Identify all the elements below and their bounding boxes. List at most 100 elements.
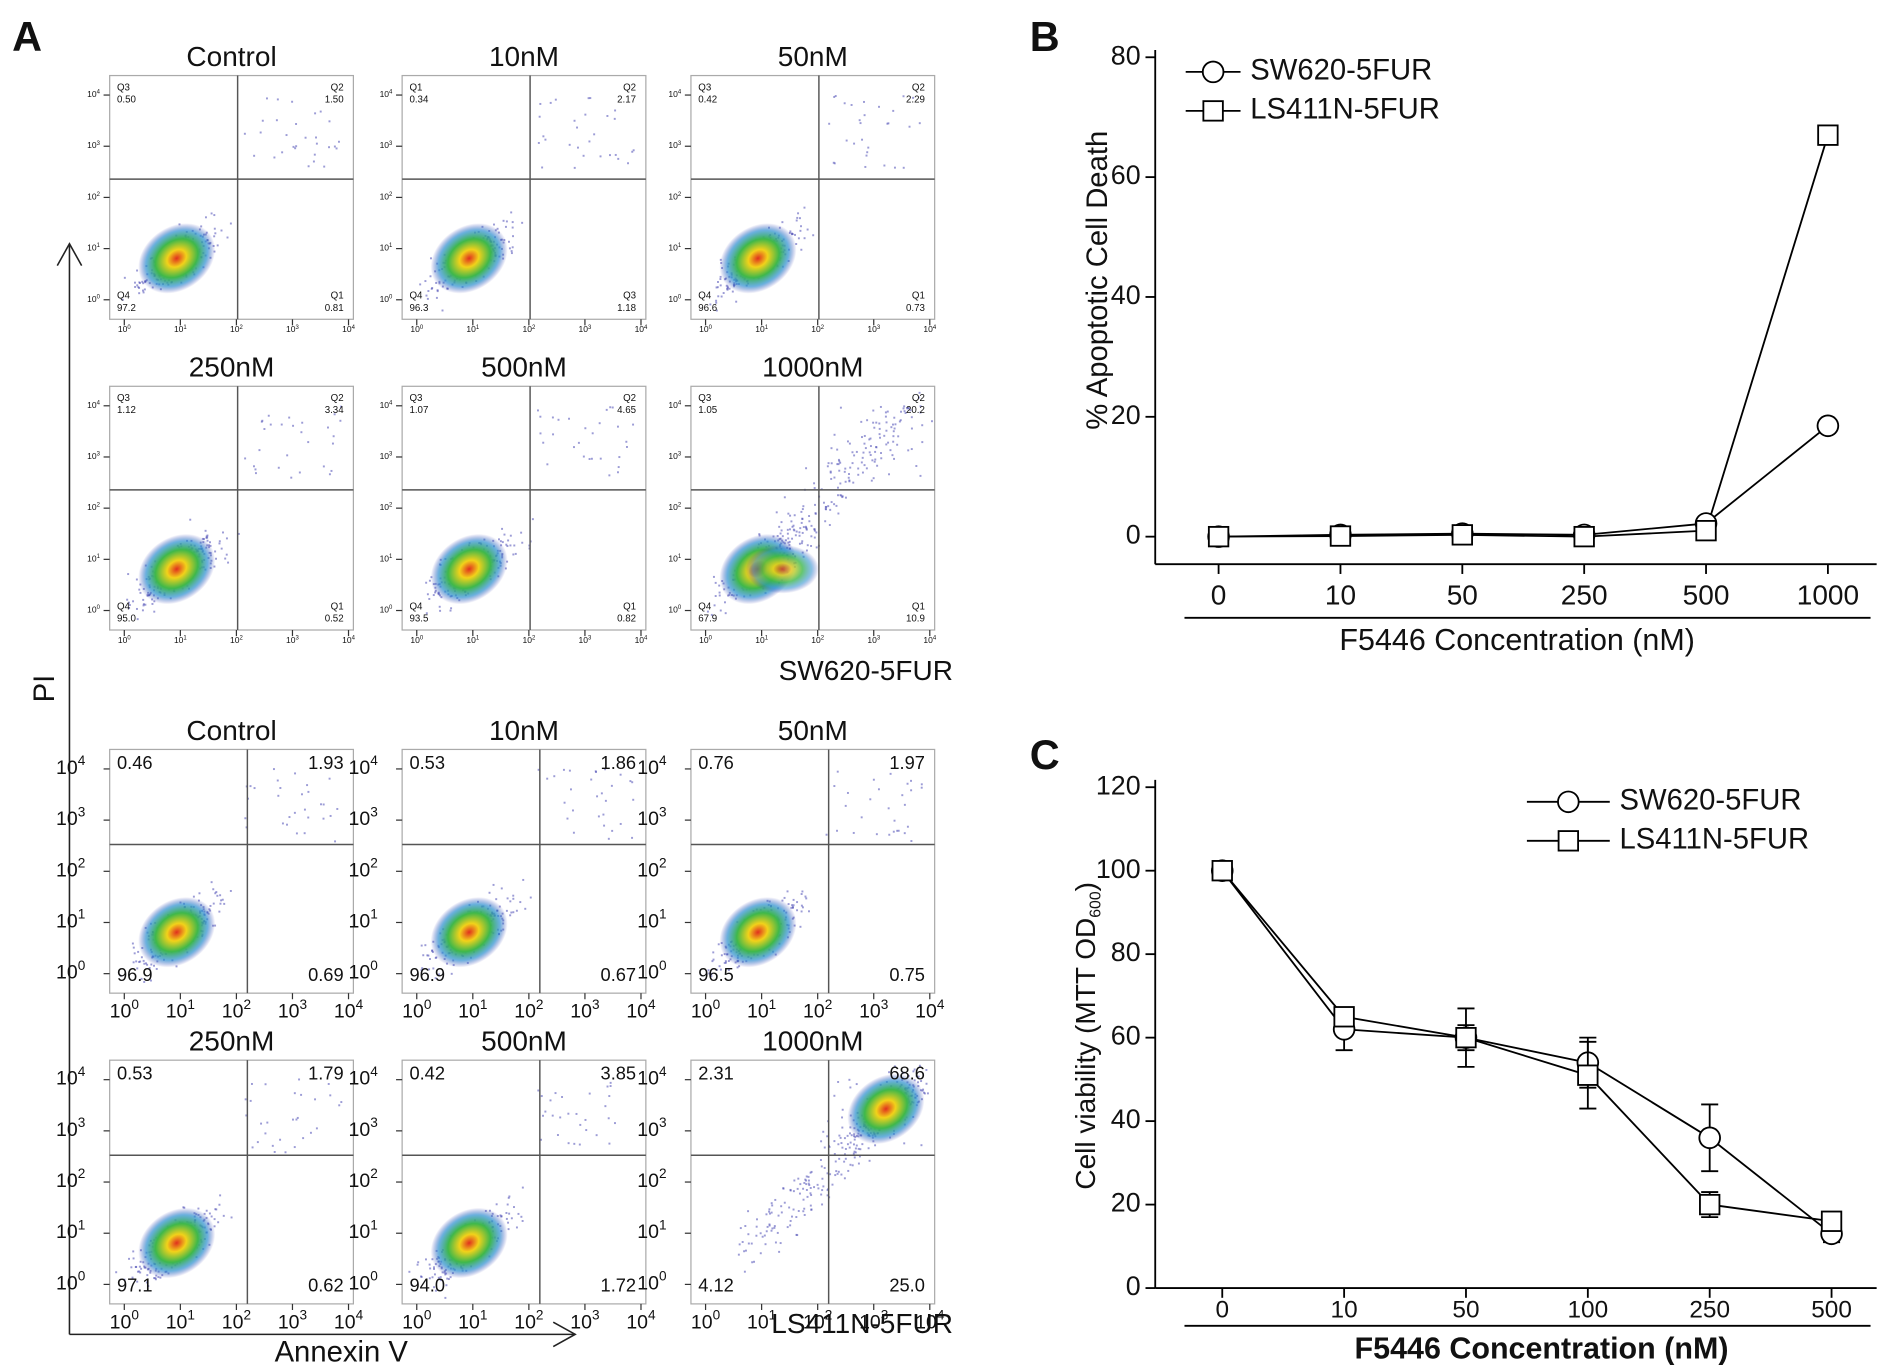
- event-dot: [790, 520, 793, 523]
- event-dot: [224, 557, 227, 560]
- event-dot: [853, 1135, 856, 1138]
- event-dot: [825, 833, 828, 836]
- y-tick-label-exp: 2: [370, 1166, 378, 1181]
- y-tick-label-exp: 0: [370, 957, 378, 972]
- event-dot: [617, 466, 620, 469]
- event-dot: [439, 609, 442, 612]
- event-dot: [509, 534, 512, 537]
- event-dot: [902, 95, 905, 98]
- x-tick-label: 102: [803, 1307, 832, 1333]
- event-dot: [631, 150, 634, 153]
- y-tick-label-base: 10: [87, 502, 97, 512]
- event-dot: [808, 515, 811, 517]
- event-dot: [809, 1204, 812, 1207]
- event-dot: [837, 463, 840, 466]
- event-dot: [244, 817, 247, 820]
- quadrant-value: 0.67: [601, 964, 637, 985]
- event-dot: [537, 409, 539, 412]
- event-dot: [425, 612, 428, 615]
- y-tick-label-exp: 4: [97, 89, 101, 95]
- event-dot: [931, 420, 933, 423]
- y-tick-label: 102: [87, 192, 100, 202]
- event-dot: [826, 1172, 829, 1175]
- event-dot: [794, 534, 797, 537]
- legend-label: SW620-5FUR: [1620, 785, 1802, 817]
- event-dot: [801, 540, 804, 543]
- event-dot: [770, 1229, 773, 1232]
- event-dot: [782, 1187, 785, 1190]
- event-dot: [820, 1193, 823, 1196]
- event-dot: [874, 450, 877, 453]
- event-dot: [763, 1234, 766, 1237]
- event-dot: [588, 140, 591, 143]
- event-dot: [836, 829, 838, 832]
- quadrant-value: 1.86: [601, 752, 637, 773]
- event-dot: [833, 1094, 836, 1097]
- y-tick-label-base: 10: [668, 554, 678, 564]
- event-dot: [724, 961, 727, 964]
- event-dot: [857, 1147, 860, 1150]
- event-dot: [132, 600, 135, 603]
- event-dot: [872, 778, 875, 781]
- x-tick-label-base: 10: [867, 635, 877, 645]
- event-dot: [584, 113, 587, 116]
- event-dot: [263, 428, 266, 430]
- event-dot: [810, 1208, 813, 1211]
- y-tick-label-exp: 3: [97, 451, 101, 457]
- event-dot: [791, 904, 794, 907]
- x-tick-label-exp: 4: [933, 324, 937, 330]
- event-dot: [593, 133, 596, 136]
- quadrant-value: 95.0: [117, 614, 137, 625]
- event-dot: [879, 405, 882, 408]
- x-tick-label: 101: [166, 1307, 195, 1333]
- event-dot: [428, 1263, 431, 1266]
- x-tick-label: 103: [286, 324, 299, 334]
- x-tick-label: 102: [803, 996, 832, 1022]
- event-dot: [611, 829, 614, 832]
- legend-label: SW620-5FUR: [1250, 55, 1432, 87]
- event-dot: [154, 1278, 157, 1281]
- event-dot: [926, 1092, 929, 1095]
- legend-label: LS411N-5FUR: [1250, 94, 1440, 126]
- event-dot: [420, 944, 423, 947]
- event-dot: [839, 406, 842, 409]
- event-dot: [768, 1210, 771, 1213]
- x-tick-label-exp: 0: [127, 635, 131, 641]
- event-dot: [878, 427, 881, 430]
- x-tick-label: 100: [699, 635, 712, 645]
- y-tick-label-base: 10: [56, 1068, 78, 1090]
- event-dot: [572, 831, 575, 834]
- event-dot: [253, 154, 256, 157]
- x-tick-label: 250: [1561, 580, 1608, 611]
- event-dot: [899, 419, 902, 422]
- event-dot: [868, 438, 871, 441]
- y-tick-label-exp: 3: [370, 1115, 378, 1130]
- event-dot: [887, 807, 890, 810]
- event-dot: [906, 407, 908, 410]
- event-dot: [590, 778, 593, 781]
- event-dot: [821, 1177, 824, 1180]
- event-dot: [495, 1203, 498, 1206]
- event-dot: [801, 508, 804, 511]
- y-label-suffix: ): [1071, 882, 1102, 891]
- event-dot: [521, 221, 524, 224]
- event-dot: [432, 594, 435, 597]
- event-dot: [524, 907, 527, 910]
- event-dot: [879, 436, 882, 439]
- event-dot: [302, 1137, 305, 1140]
- event-dot: [546, 777, 549, 780]
- x-tick-label: 103: [859, 1307, 888, 1333]
- x-tick-label-base: 10: [522, 635, 532, 645]
- series-line: [1221, 870, 1832, 1223]
- quadrant-value: 10.9: [906, 614, 925, 625]
- marker: [1817, 124, 1839, 146]
- event-dot: [718, 594, 721, 597]
- event-dot: [136, 269, 139, 272]
- x-tick-label-exp: 1: [183, 635, 187, 641]
- y-tick-label: 120: [1096, 770, 1141, 800]
- event-dot: [436, 290, 439, 293]
- x-tick-label: 103: [867, 324, 880, 334]
- event-dot: [568, 417, 570, 420]
- event-dot: [750, 1242, 753, 1245]
- event-dot: [501, 541, 504, 544]
